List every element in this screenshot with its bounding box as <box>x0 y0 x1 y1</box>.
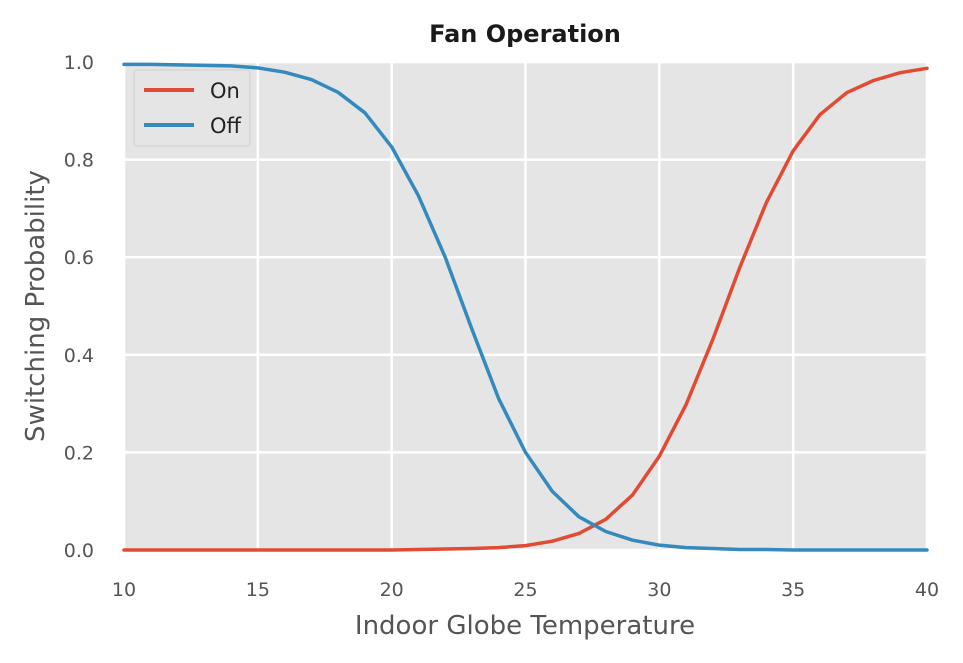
x-tick-label: 35 <box>781 579 805 601</box>
y-tick-label: 0.6 <box>64 247 94 269</box>
series-line-on <box>122 66 929 552</box>
x-tick-label: 20 <box>380 579 404 601</box>
x-tick-label: 25 <box>513 579 537 601</box>
legend-label-on: On <box>210 79 240 103</box>
x-tick-label: 15 <box>246 579 270 601</box>
x-axis-label: Indoor Globe Temperature <box>355 611 695 641</box>
y-tick-label: 0.8 <box>64 150 94 172</box>
chart-title: Fan Operation <box>429 20 621 48</box>
series-line-off <box>122 62 929 552</box>
x-axis-ticks: 10 15 20 25 30 35 40 <box>112 579 939 601</box>
y-tick-label: 0.4 <box>64 345 94 367</box>
y-tick-label: 0.0 <box>64 540 94 562</box>
x-tick-label: 40 <box>915 579 939 601</box>
y-axis-ticks: 0.0 0.2 0.4 0.6 0.8 1.0 <box>64 52 94 562</box>
x-tick-label: 30 <box>647 579 671 601</box>
series-lines <box>122 62 929 552</box>
y-axis-label: Switching Probability <box>21 170 51 442</box>
legend-label-off: Off <box>210 114 242 138</box>
legend: On Off <box>133 69 251 147</box>
x-tick-label: 10 <box>112 579 136 601</box>
y-tick-label: 0.2 <box>64 442 94 464</box>
y-tick-label: 1.0 <box>64 52 94 74</box>
